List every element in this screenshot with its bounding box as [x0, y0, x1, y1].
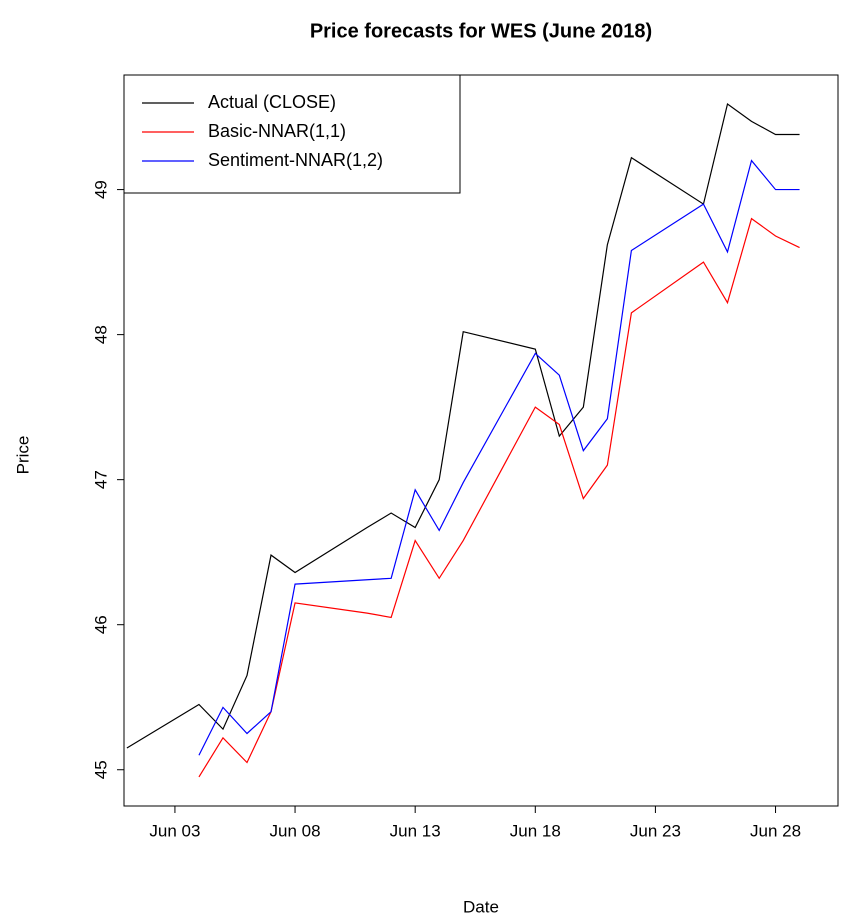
x-tick-label: Jun 08 — [270, 821, 321, 840]
chart-title: Price forecasts for WES (June 2018) — [310, 20, 652, 42]
x-axis-label: Date — [463, 897, 499, 916]
legend-label: Sentiment-NNAR(1,2) — [208, 150, 383, 170]
y-tick-label: 49 — [91, 180, 110, 199]
x-tick-label: Jun 13 — [390, 821, 441, 840]
y-tick-label: 48 — [91, 325, 110, 344]
series-line — [198, 217, 800, 778]
series-line — [198, 159, 800, 756]
y-tick-label: 47 — [91, 470, 110, 489]
y-axis-label: Price — [13, 436, 32, 475]
x-tick-label: Jun 18 — [510, 821, 561, 840]
y-tick-label: 46 — [91, 615, 110, 634]
legend-box — [123, 74, 461, 194]
series-line — [126, 102, 800, 749]
y-tick-label: 45 — [91, 760, 110, 779]
x-tick-label: Jun 28 — [750, 821, 801, 840]
x-tick-label: Jun 23 — [630, 821, 681, 840]
plot-box — [123, 74, 839, 807]
legend-label: Basic-NNAR(1,1) — [208, 121, 346, 141]
x-tick-label: Jun 03 — [149, 821, 200, 840]
legend-label: Actual (CLOSE) — [208, 92, 336, 112]
